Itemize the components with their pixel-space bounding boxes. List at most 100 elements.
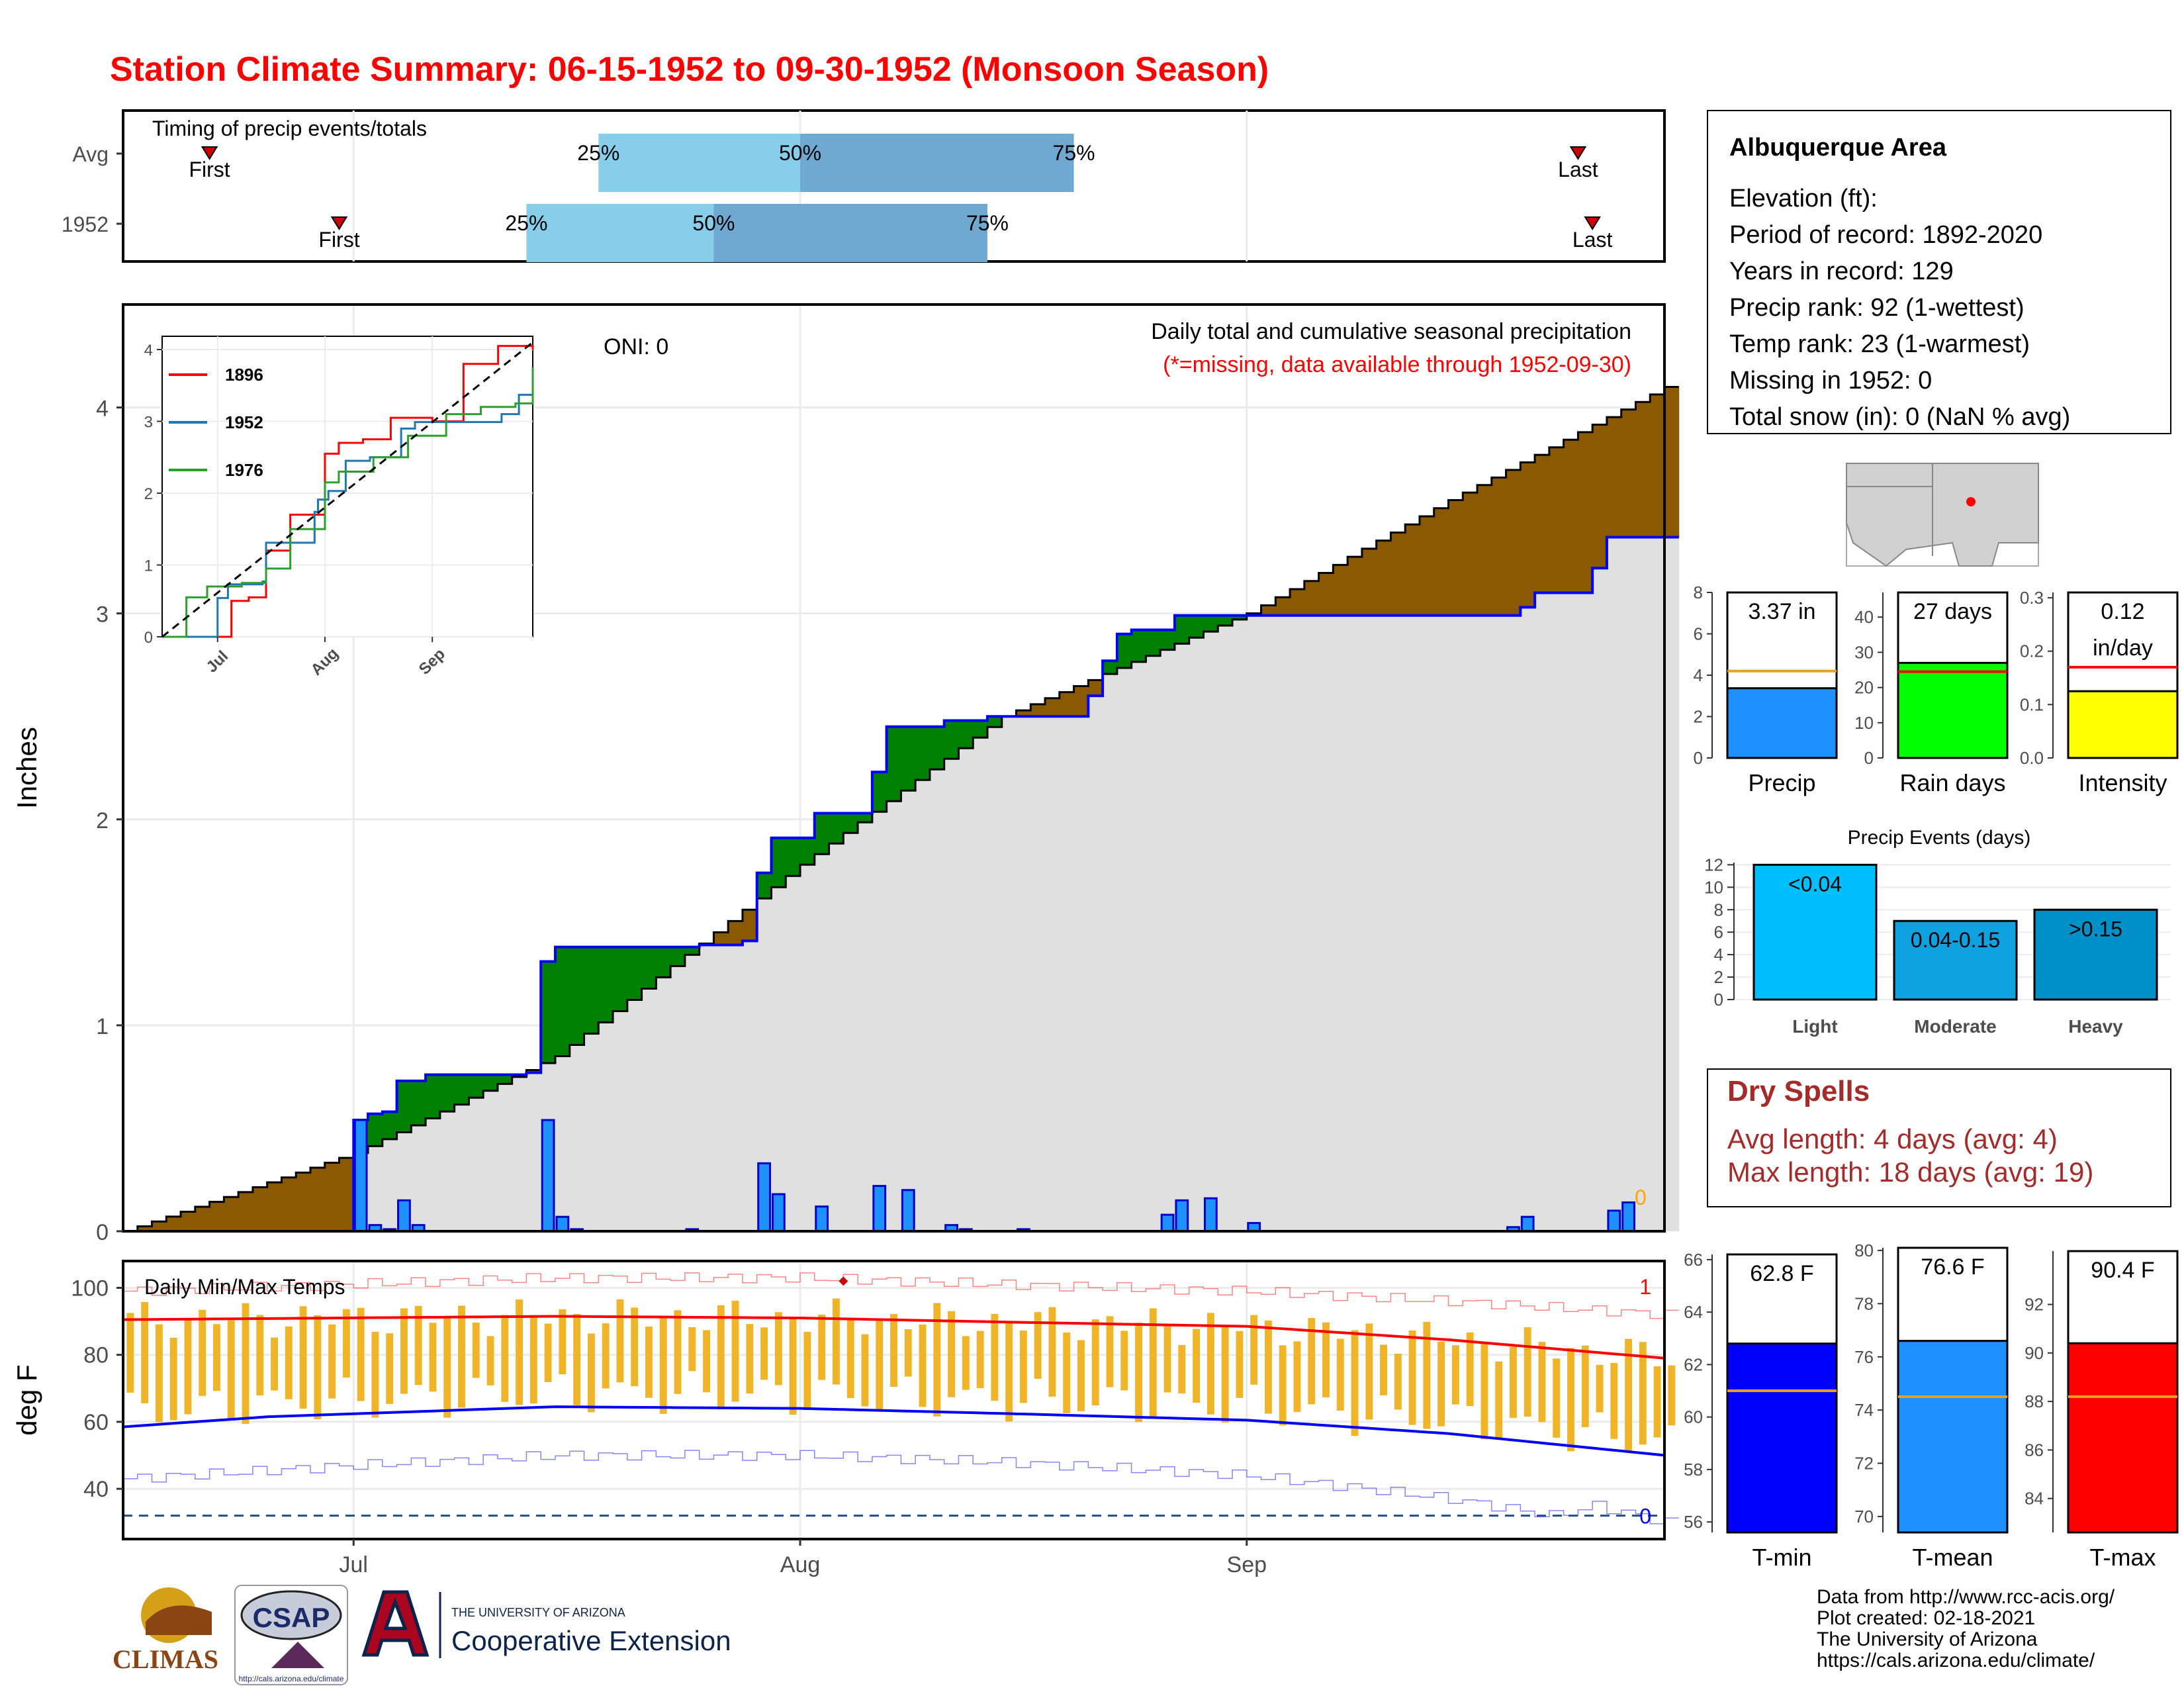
surplus-segment	[1203, 615, 1218, 632]
deficit-segment	[713, 932, 729, 945]
temp-y-tick-label: 60	[83, 1410, 109, 1435]
cumulative-base-segment	[1318, 615, 1334, 1231]
daily-temp-bar	[1567, 1348, 1574, 1452]
timing-25-50-bar	[598, 134, 801, 192]
summary-y-tick-label: 74	[1854, 1400, 1874, 1420]
deficit-segment	[1463, 492, 1478, 616]
summary-y-tick-label: 0	[1694, 748, 1703, 768]
cumulative-base-segment	[469, 1098, 484, 1231]
daily-temp-bar	[429, 1323, 437, 1392]
csap-text: CSAP	[253, 1602, 330, 1633]
daily-precip-bar	[1175, 1199, 1189, 1233]
surplus-segment	[901, 726, 916, 791]
surplus-segment	[829, 813, 844, 844]
daily-temp-bar	[919, 1324, 927, 1407]
csap-logo: CSAP http://cals.arizona.edu/climate	[234, 1585, 348, 1685]
daily-temp-bar	[1293, 1341, 1301, 1412]
summary-bar-rain-days	[1897, 661, 2009, 759]
deficit-segment	[166, 1216, 181, 1231]
daily-precip-bar	[1520, 1215, 1535, 1233]
daily-precip-bar	[815, 1205, 829, 1233]
surplus-segment	[886, 726, 901, 802]
daily-temp-bar	[933, 1303, 941, 1417]
cumulative-base-segment	[973, 737, 988, 1231]
summary-bar-precip	[1726, 687, 1838, 759]
cumulative-base-segment	[1506, 615, 1521, 1231]
deficit-segment	[238, 1192, 253, 1231]
dry-spells-title: Dry Spells	[1727, 1075, 1870, 1107]
surplus-segment	[411, 1080, 426, 1125]
cumulative-base-segment	[1103, 674, 1118, 1231]
cumulative-base-segment	[656, 977, 671, 1231]
deficit-segment	[296, 1172, 311, 1231]
surplus-segment	[368, 1113, 383, 1147]
deficit-segment	[1520, 462, 1535, 608]
temp-background	[123, 1261, 1664, 1539]
daily-temp-bar	[1437, 1341, 1445, 1427]
summary-y-tick-label: 8	[1694, 583, 1703, 602]
daily-precip-bar	[872, 1185, 887, 1233]
avg-cumulative-line	[123, 385, 1679, 1233]
cumulative-base-segment	[1116, 668, 1132, 1231]
cumulative-base-segment	[483, 1090, 498, 1231]
surplus-segment	[584, 947, 599, 1034]
deficit-segment	[1491, 477, 1507, 616]
surplus-segment	[426, 1074, 441, 1119]
ua-small-text: THE UNIVERSITY OF ARIZONA	[451, 1606, 625, 1619]
deficit-segment	[1275, 597, 1291, 616]
daily-temp-bar	[1135, 1323, 1142, 1423]
cumulative-base-segment	[1463, 615, 1478, 1231]
freeze-count-label: 0	[1639, 1505, 1651, 1528]
first-event-marker-icon	[330, 216, 348, 230]
climas-text: CLIMAS	[113, 1644, 218, 1674]
surplus-segment	[1218, 615, 1233, 626]
deficit-segment	[1059, 692, 1075, 717]
cumulative-base-segment	[901, 790, 916, 1231]
daily-precip-bar	[757, 1162, 771, 1233]
daily-precip-bar	[1621, 1201, 1635, 1233]
daily-temp-bar	[674, 1310, 682, 1394]
cumulative-base-segment	[512, 1076, 527, 1231]
summary-y-tick-label: 10	[1854, 713, 1874, 733]
cumulative-base-segment	[1275, 615, 1291, 1231]
deficit-segment	[1563, 440, 1578, 593]
deficit-segment	[1506, 469, 1521, 616]
summary-value-label: in/day	[2093, 635, 2153, 661]
inset-y-tick-label: 1	[144, 557, 153, 575]
timing-q75-label: 75%	[966, 211, 1009, 235]
surplus-segment	[800, 837, 815, 865]
daily-temp-bar	[1365, 1323, 1373, 1420]
cumulative-base-segment	[1030, 716, 1046, 1231]
timing-50-75-bar	[800, 134, 1074, 192]
surplus-segment	[786, 837, 801, 876]
surplus-segment	[670, 947, 686, 966]
daily-temp-bar	[890, 1314, 897, 1387]
surplus-segment	[1131, 630, 1146, 662]
daily-temp-bar	[1466, 1332, 1474, 1407]
daily-temp-bar	[1063, 1332, 1071, 1413]
daily-temp-bar	[1250, 1315, 1258, 1385]
cumulative-base-segment	[569, 1045, 585, 1231]
daily-temp-bar	[199, 1309, 206, 1396]
deficit-segment	[1606, 417, 1622, 538]
record-marker-icon	[839, 1276, 848, 1286]
daily-temp-bar	[1322, 1322, 1330, 1397]
deficit-segment	[152, 1221, 167, 1231]
cumulative-base-segment	[1405, 615, 1420, 1231]
events-y-tick-label: 8	[1714, 900, 1723, 919]
deficit-segment	[1318, 573, 1334, 616]
daily-temp-bar	[529, 1316, 537, 1404]
cumulative-base-segment	[1146, 655, 1161, 1231]
daily-precip-bar	[771, 1193, 786, 1233]
daily-temp-bar	[443, 1317, 451, 1418]
inset-series-line-1896	[162, 345, 534, 638]
daily-temp-bar	[299, 1306, 307, 1409]
deficit-segment	[1477, 485, 1492, 616]
surplus-segment	[1146, 630, 1161, 656]
deficit-segment	[209, 1201, 224, 1231]
deficit-segment	[195, 1207, 210, 1231]
timing-panel: Timing of precip events/totals Avg 25% 50% 7…	[62, 109, 1666, 263]
cumulative-base-segment	[1491, 615, 1507, 1231]
